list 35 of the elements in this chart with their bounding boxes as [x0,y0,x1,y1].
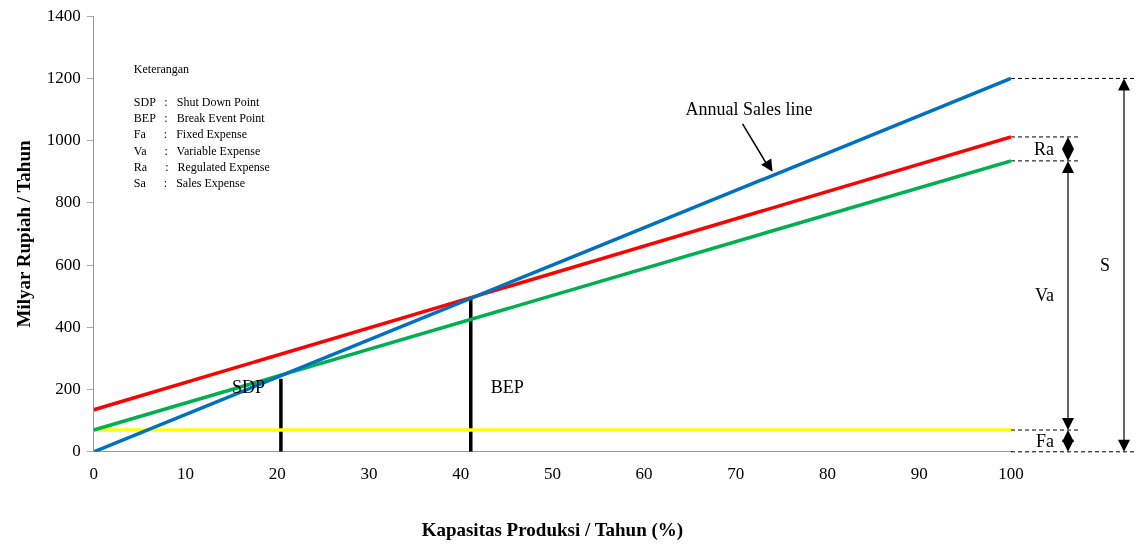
x-tick-label: 30 [360,464,378,484]
text: S [1099,255,1110,276]
x-tick-label: 40 [452,464,470,484]
x-tick-label: 0 [89,464,99,484]
y-tick-label: 400 [55,316,81,336]
annotation: Keterangan [133,62,190,77]
annotation: SDP [231,376,265,397]
x-tick-label: 10 [177,464,195,484]
annotation: Va : Variable Expense [133,143,261,158]
y-tick-label: 0 [72,441,81,461]
annotation: Sa : Sales Expense [133,176,246,191]
x-tick-label: 100 [998,464,1024,484]
y-tick-label: 1000 [46,130,81,150]
annotation: SDP : Shut Down Point [133,94,261,109]
x-axis-title: Kapasitas Produksi / Tahun (%) [421,518,684,541]
text: Va [1035,285,1054,306]
annotation: BEP : Break Event Point [133,110,266,125]
x-tick-label: 90 [910,464,928,484]
x-tick-label: 60 [635,464,653,484]
y-tick-label: 800 [55,192,81,212]
y-tick-label: 1400 [46,5,81,25]
x-tick-label: 70 [727,464,745,484]
annotation: Ra : Regulated Expense [133,159,270,174]
y-axis-title: Milyar Rupiah / Tahun [13,140,35,328]
y-tick-label: 600 [55,254,81,274]
x-tick-label: 50 [543,464,561,484]
text: Fa [1036,430,1055,451]
annotation: BEP [490,376,524,397]
y-tick-label: 200 [55,379,81,399]
x-tick-label: 80 [819,464,837,484]
annotation: Fa : Fixed Expense [133,127,248,142]
annotation: Annual Sales line [685,98,813,119]
text: Ra [1034,138,1055,159]
x-tick-label: 20 [268,464,286,484]
y-tick-label: 1200 [46,67,81,87]
